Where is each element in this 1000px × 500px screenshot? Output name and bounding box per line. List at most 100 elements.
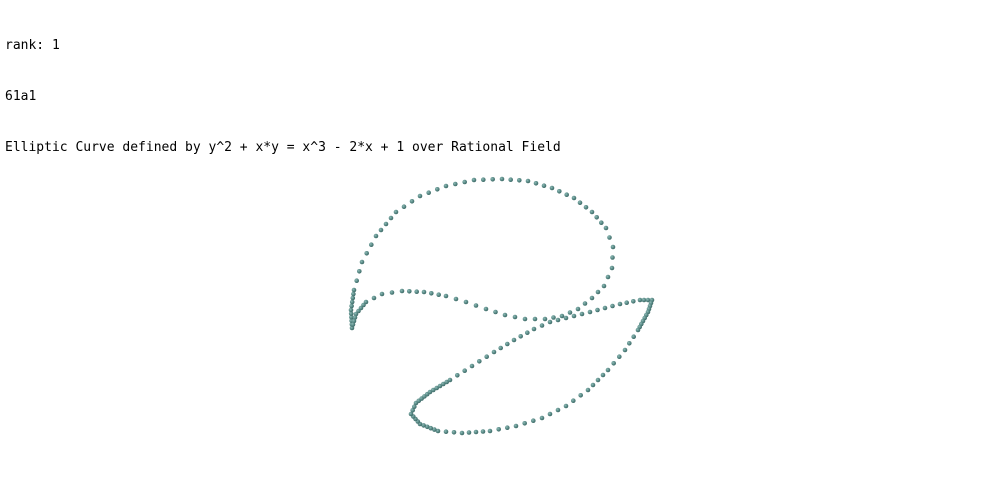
curve-point: [513, 423, 519, 429]
rank-text: rank: 1: [5, 38, 60, 53]
curve-point: [350, 295, 356, 301]
curve-point: [359, 259, 365, 265]
curve-point: [481, 177, 486, 182]
curve-point: [585, 387, 591, 393]
curve-point: [432, 427, 437, 432]
curve-point: [583, 205, 589, 210]
curve-point: [427, 389, 433, 395]
curve-point: [590, 382, 596, 388]
curve-point: [631, 299, 636, 304]
curve-point: [428, 425, 434, 431]
curve-point: [431, 387, 436, 393]
curve-point: [379, 291, 385, 297]
curve-point: [579, 311, 585, 317]
curve-point: [571, 313, 577, 319]
curve-point: [351, 287, 357, 293]
curve-point: [409, 199, 415, 204]
curve-point: [399, 288, 405, 294]
curve-point: [466, 430, 472, 435]
curve-point: [499, 176, 505, 182]
curve-point: [645, 297, 651, 303]
curve-point: [453, 181, 458, 187]
curve-point: [437, 383, 443, 389]
curve-point: [436, 292, 442, 298]
curve-point: [421, 289, 427, 295]
curve-point: [578, 393, 583, 398]
curve-point: [517, 178, 522, 183]
curve-info: rank: 1 61a1 Elliptic Curve defined by y…: [5, 3, 561, 173]
curve-point: [607, 235, 612, 240]
curve-point: [641, 297, 647, 303]
curve-point: [502, 312, 508, 318]
curve-point: [407, 289, 412, 294]
curve-point: [369, 242, 374, 247]
curve-point: [426, 190, 432, 195]
curve-point: [557, 189, 562, 194]
curve-point: [567, 310, 573, 315]
curve-point: [496, 427, 502, 432]
curve-point: [595, 307, 600, 313]
curve-point: [463, 299, 469, 305]
curve-point: [511, 337, 517, 343]
curve-point: [622, 347, 628, 353]
curve-point: [505, 341, 510, 347]
curve-point: [434, 385, 440, 391]
curve-point: [595, 289, 601, 295]
curve-point: [609, 265, 615, 271]
curve-point: [469, 363, 475, 369]
curve-point: [589, 295, 595, 301]
curve-point: [547, 319, 553, 325]
curve-point: [555, 407, 561, 413]
curve-point: [435, 187, 440, 192]
curve-point: [603, 225, 609, 231]
curve-point: [525, 330, 530, 336]
curve-point: [498, 345, 504, 351]
curve-point: [410, 408, 416, 413]
curve-point: [483, 306, 489, 312]
curve-point: [471, 177, 477, 183]
curve-point: [624, 300, 629, 306]
curve-point: [627, 341, 632, 346]
curve-point: [551, 315, 556, 320]
curve-point: [352, 315, 358, 320]
curve-point: [473, 429, 479, 435]
curve-point: [473, 303, 479, 308]
curve-point: [512, 314, 518, 320]
curve-point: [371, 295, 377, 301]
curve-point: [541, 183, 547, 188]
curve-point: [351, 318, 357, 324]
curve-point: [349, 303, 354, 309]
curve-point: [525, 178, 531, 184]
curve-point: [531, 418, 536, 424]
curve-point: [349, 325, 355, 331]
curve-point: [443, 293, 449, 299]
curve-point: [575, 306, 581, 312]
curve-point: [601, 283, 607, 289]
curve-point: [617, 301, 623, 307]
curve-point: [477, 359, 482, 364]
curve-point: [605, 274, 611, 280]
curve-point: [610, 303, 615, 309]
curve-point: [378, 227, 384, 233]
curve-point: [508, 177, 513, 182]
curve-point: [594, 215, 599, 220]
curve-point: [522, 421, 527, 426]
curve-point: [610, 244, 616, 250]
curve-label-text: 61a1: [5, 89, 37, 104]
curve-point: [389, 290, 395, 295]
curve-point: [533, 181, 539, 186]
curve-point: [631, 334, 636, 340]
curve-point: [435, 428, 441, 434]
curve-point: [610, 255, 615, 260]
curve-point: [350, 322, 356, 327]
curve-point: [444, 379, 450, 385]
curve-point: [462, 368, 468, 374]
curve-point: [599, 220, 604, 225]
curve-point: [582, 301, 588, 306]
curve-point: [408, 411, 414, 417]
curve-point: [559, 313, 565, 319]
curve-point: [443, 429, 449, 435]
curve-point: [424, 424, 430, 430]
curve-point: [589, 209, 595, 215]
